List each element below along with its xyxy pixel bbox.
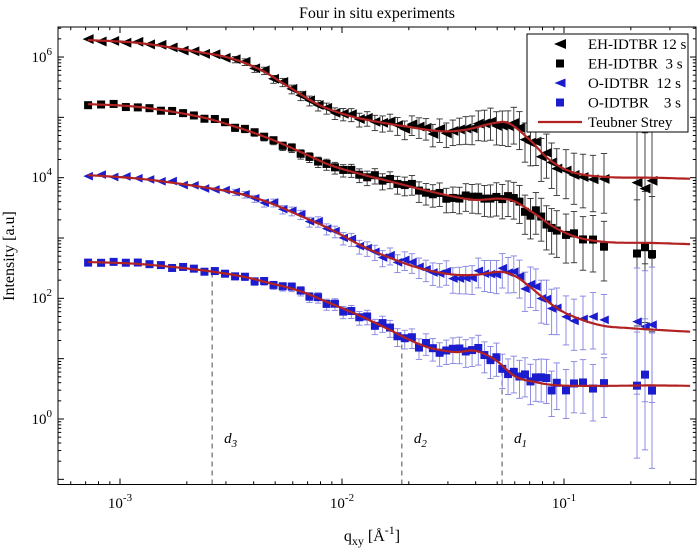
x-axis-label: qxy [Å-1] <box>344 523 400 548</box>
y-tick-label-1e6: 106 <box>32 46 53 66</box>
legend-label: O-IDTBR 12 s <box>588 76 681 92</box>
legend-marker-triangle-left-black <box>554 39 566 49</box>
legend-item-eh-idtbr-3s: EH-IDTBR 3 s <box>556 57 683 73</box>
series-eh-idtbr-12-s <box>82 34 658 265</box>
legend: EH-IDTBR 12 s EH-IDTBR 3 s O-IDTBR 12 s … <box>526 33 689 133</box>
legend-label: Teubner Strey <box>588 115 673 131</box>
legend-label: EH-IDTBR 3 s <box>588 57 683 73</box>
annotation-lines-layer <box>211 274 503 485</box>
legend-box <box>526 33 689 133</box>
fit-curve-teubner-strey-0 <box>88 39 691 180</box>
series-o-idtbr-3-s <box>84 257 656 469</box>
x-tick-label-1e-3: 10-3 <box>108 492 133 512</box>
x-tick-label-1e-1: 10-1 <box>552 492 576 512</box>
legend-item-eh-idtbr-12s: EH-IDTBR 12 s <box>554 37 686 53</box>
legend-item-o-idtbr-3s: O-IDTBR 3 s <box>556 96 681 112</box>
fit-curve-teubner-strey-1 <box>88 103 691 246</box>
series-eh-idtbr-3-s <box>84 99 656 333</box>
legend-item-o-idtbr-12s: O-IDTBR 12 s <box>554 76 681 92</box>
annotation-label-d3: d3 <box>224 431 238 450</box>
plot-series-layer <box>82 34 691 469</box>
y-tick-label-1e4: 104 <box>32 166 53 186</box>
fit-curve-teubner-strey-2 <box>88 174 691 333</box>
legend-marker-square-blue <box>556 98 564 107</box>
axis-ticks-layer <box>58 27 696 485</box>
legend-item-teubner-strey: Teubner Strey <box>538 115 673 131</box>
y-tick-label-1e0: 100 <box>32 408 53 428</box>
legend-label: EH-IDTBR 12 s <box>588 37 686 53</box>
legend-marker-square-black <box>556 59 564 68</box>
series-o-idtbr-12-s <box>83 170 657 403</box>
x-tick-label-1e-2: 10-2 <box>330 492 354 512</box>
annotation-label-d1: d1 <box>514 431 527 450</box>
y-axis-label: Intensity [a.u] <box>1 211 18 301</box>
y-tick-label-1e2: 102 <box>32 287 53 307</box>
fit-curve-teubner-strey-3 <box>88 260 691 387</box>
chart-title: Four in situ experiments <box>299 5 455 22</box>
legend-label: O-IDTBR 3 s <box>588 96 681 112</box>
annotation-label-d2: d2 <box>414 431 428 450</box>
legend-marker-triangle-left-blue <box>554 78 566 88</box>
